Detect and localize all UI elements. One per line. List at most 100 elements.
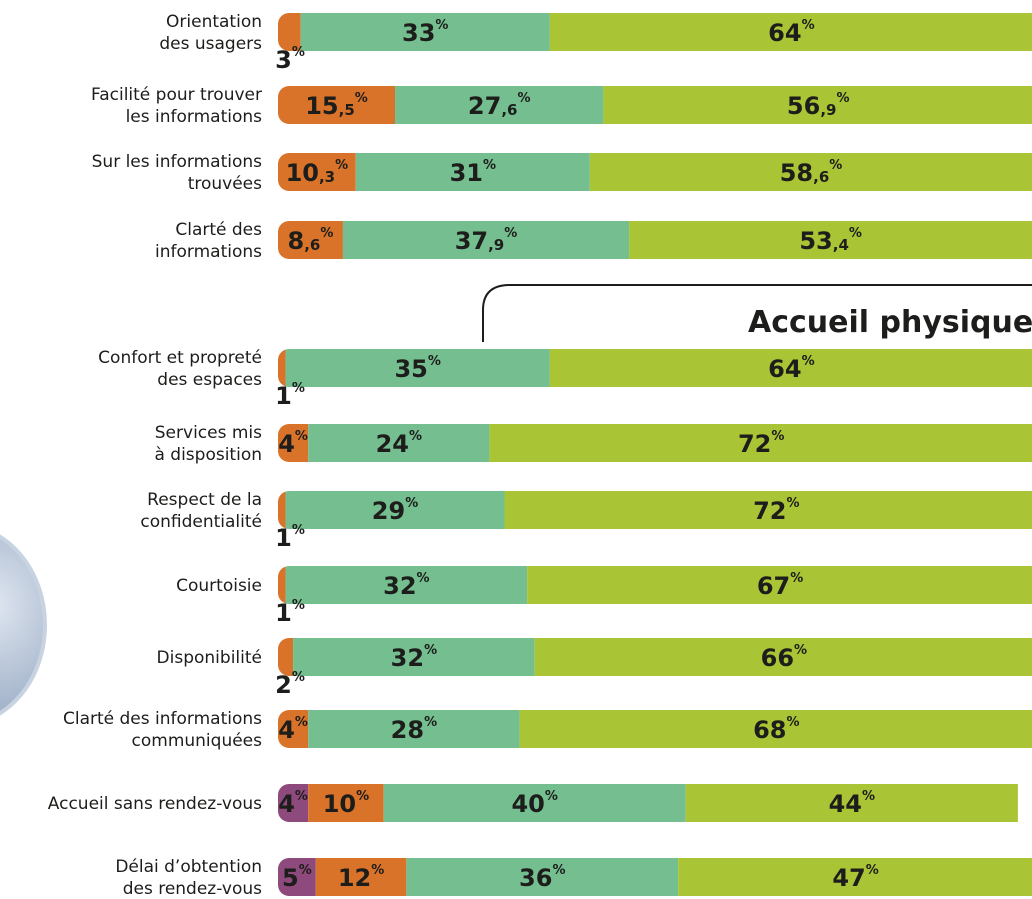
bar-segment (278, 424, 309, 462)
value-label: 35% (394, 354, 440, 384)
category-label: Clarté des informations (63, 709, 262, 729)
value-label: 66% (761, 643, 807, 673)
value-label: 72% (753, 496, 799, 526)
bar-segment (489, 424, 1032, 462)
bar-row (278, 858, 1032, 896)
value-label: 8,6% (288, 226, 334, 256)
bar-segment (278, 221, 343, 259)
category-label: Respect de la (147, 490, 262, 510)
bar-segment (300, 13, 550, 51)
category-label: Accueil sans rendez-vous (48, 794, 262, 814)
bar-segment (549, 13, 1032, 51)
value-label: 33% (402, 18, 448, 48)
bar-segment (278, 153, 356, 191)
value-label: 53,4% (799, 226, 862, 256)
bar-segment (285, 491, 505, 529)
bar-row (278, 491, 1032, 529)
category-label: trouvées (188, 174, 262, 194)
category-label: Confort et propreté (98, 348, 262, 368)
bar-segment (519, 710, 1032, 748)
bar-segment (589, 153, 1032, 191)
bar-row (278, 349, 1032, 387)
bar-segment (395, 86, 604, 124)
category-label: communiquées (132, 731, 263, 751)
bar-row (278, 153, 1032, 191)
value-label: 5% (282, 863, 312, 893)
bar-segment (504, 491, 1032, 529)
bar-row (278, 424, 1032, 462)
value-label: 24% (376, 429, 422, 459)
bar-row (278, 710, 1032, 748)
category-label: confidentialité (140, 512, 262, 532)
category-label: Services mis (155, 423, 262, 443)
bar-segment (406, 858, 679, 896)
value-label: 37,9% (455, 226, 518, 256)
value-label: 3% (275, 45, 305, 75)
value-label: 64% (768, 18, 814, 48)
bar-segment (278, 13, 301, 51)
bar-row (278, 638, 1032, 676)
bar-segment (278, 349, 286, 387)
bar-segment (308, 784, 384, 822)
value-label: 29% (372, 496, 418, 526)
value-label: 32% (383, 571, 429, 601)
bar-segment (308, 710, 520, 748)
category-label: Délai d’obtention (115, 857, 262, 877)
bar-segment (285, 349, 550, 387)
value-label: 44% (829, 789, 875, 819)
bar-segment (278, 86, 396, 124)
value-label: 1% (275, 598, 305, 628)
value-label: 40% (511, 789, 557, 819)
category-label: Disponibilité (157, 648, 262, 668)
decoration (0, 534, 47, 716)
category-label: informations (155, 242, 262, 262)
value-label: 32% (391, 643, 437, 673)
category-label: Sur les informations (92, 152, 263, 172)
value-label: 36% (519, 863, 565, 893)
category-label: les informations (126, 107, 263, 127)
bar-segment (534, 638, 1032, 676)
category-label: Facilité pour trouver (91, 85, 262, 105)
category-label: des espaces (157, 370, 262, 390)
bar-segment (549, 349, 1032, 387)
bar-row (278, 221, 1032, 259)
value-label: 4% (278, 429, 308, 459)
value-label: 28% (391, 715, 437, 745)
value-label: 47% (832, 863, 878, 893)
bar-segment (383, 784, 686, 822)
bar-segment (278, 710, 309, 748)
value-label: 1% (275, 381, 305, 411)
category-label: Courtoisie (176, 576, 262, 596)
value-label: 68% (753, 715, 799, 745)
bar-row (278, 13, 1032, 51)
bar-segment (285, 566, 528, 604)
bar-segment (293, 638, 535, 676)
bar-segment (278, 784, 309, 822)
bar-row (278, 86, 1032, 124)
value-label: 10% (323, 789, 369, 819)
bar-segment (527, 566, 1032, 604)
value-label: 15,5% (305, 91, 368, 121)
category-label: Clarté des (175, 220, 262, 240)
value-label: 4% (278, 715, 308, 745)
bar-segment (278, 491, 286, 529)
bar-segment (308, 424, 490, 462)
category-label: à disposition (154, 445, 262, 465)
bar-segment (355, 153, 590, 191)
bar-row (278, 566, 1032, 604)
value-label: 4% (278, 789, 308, 819)
category-label: Orientation (166, 12, 262, 32)
bar-segment (678, 858, 1032, 896)
value-label: 67% (757, 571, 803, 601)
bar-segment (603, 86, 1032, 124)
value-label: 64% (768, 354, 814, 384)
bar-segment (629, 221, 1032, 259)
bar-segment (278, 858, 316, 896)
value-label: 72% (738, 429, 784, 459)
bracket (482, 284, 1032, 342)
value-label: 56,9% (787, 91, 850, 121)
value-label: 12% (338, 863, 384, 893)
bar-segment (278, 566, 286, 604)
value-label: 2% (275, 670, 305, 700)
